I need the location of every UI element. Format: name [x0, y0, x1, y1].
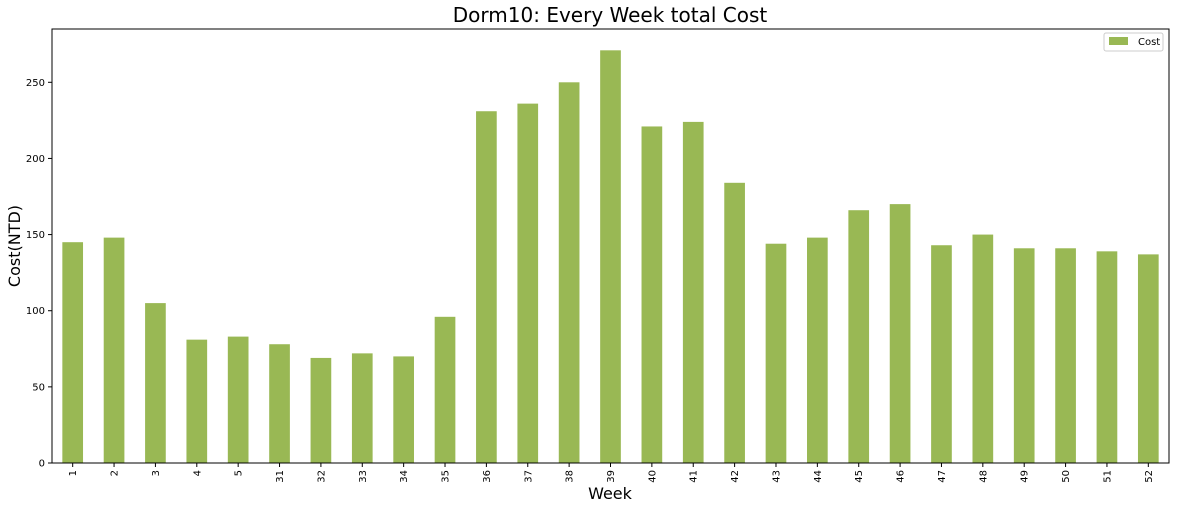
x-tick-label: 42: [730, 470, 741, 483]
y-tick-label: 250: [26, 78, 45, 89]
bar-week-35: [434, 316, 456, 463]
x-tick-label: 33: [358, 470, 369, 483]
bar-week-52: [1137, 254, 1159, 463]
bars-group: [62, 50, 1159, 464]
bar-week-5: [227, 336, 249, 463]
bar-week-33: [351, 353, 373, 463]
y-tick-label: 200: [26, 154, 45, 165]
x-axis: 1 2 3 4 5 31 32 33 34 35 36 37 38 39 40 41 42 43 44 45 46 47 4…: [68, 463, 1155, 483]
legend-label: Cost: [1138, 37, 1160, 48]
y-axis-title: Cost(NTD): [5, 205, 24, 287]
bar-week-39: [600, 50, 621, 463]
x-tick-label: 35: [441, 470, 452, 483]
legend: Cost: [1103, 32, 1164, 52]
x-tick-label: 34: [399, 470, 410, 483]
bar-week-46: [889, 204, 911, 463]
bar-week-47: [931, 245, 952, 463]
bar-week-37: [517, 103, 539, 463]
bar-week-38: [558, 82, 580, 463]
bar-week-1: [62, 242, 84, 463]
bar-week-32: [310, 357, 332, 463]
y-tick-label: 150: [26, 230, 45, 241]
bar-week-48: [972, 234, 994, 463]
x-axis-title: Week: [588, 484, 633, 503]
chart-title: Dorm10: Every Week total Cost: [453, 3, 768, 27]
x-tick-label: 37: [523, 470, 534, 483]
x-tick-label: 51: [1102, 470, 1113, 483]
x-tick-label: 40: [647, 470, 658, 483]
y-tick-label: 100: [26, 306, 45, 317]
x-tick-label: 43: [771, 470, 782, 483]
x-tick-label: 5: [234, 470, 245, 476]
x-tick-label: 38: [565, 470, 576, 483]
bar-week-51: [1096, 251, 1118, 463]
x-tick-label: 46: [896, 470, 907, 483]
x-tick-label: 3: [151, 470, 162, 476]
x-tick-label: 49: [1020, 470, 1031, 483]
bar-week-34: [393, 356, 414, 463]
bar-week-40: [641, 126, 663, 463]
x-tick-label: 39: [606, 470, 617, 483]
x-tick-label: 31: [275, 470, 286, 483]
x-tick-label: 52: [1144, 470, 1155, 483]
bar-week-43: [765, 243, 787, 463]
y-axis: 0 50 100 150 200 250: [26, 78, 52, 470]
bar-week-3: [145, 303, 166, 463]
x-tick-label: 50: [1061, 470, 1072, 483]
x-tick-label: 32: [316, 470, 327, 483]
bar-week-50: [1055, 248, 1076, 463]
x-tick-label: 1: [68, 470, 79, 476]
bar-week-41: [682, 121, 704, 463]
bar-week-2: [103, 237, 125, 463]
bar-week-45: [848, 210, 870, 463]
y-tick-label: 50: [32, 382, 45, 393]
x-tick-label: 45: [854, 470, 865, 483]
x-tick-label: 4: [192, 470, 203, 476]
bar-week-4: [186, 339, 208, 463]
legend-swatch: [1109, 37, 1128, 45]
bar-week-44: [807, 237, 828, 463]
x-tick-label: 44: [813, 470, 824, 483]
x-tick-label: 36: [482, 470, 493, 483]
x-tick-label: 41: [689, 470, 700, 483]
bar-week-31: [269, 344, 290, 463]
bar-week-49: [1013, 248, 1035, 463]
x-tick-label: 2: [110, 470, 121, 476]
bar-week-42: [724, 182, 745, 463]
bar-week-36: [476, 111, 497, 464]
x-tick-label: 47: [937, 470, 948, 483]
y-tick-label: 0: [39, 459, 45, 470]
x-tick-label: 48: [978, 470, 989, 483]
